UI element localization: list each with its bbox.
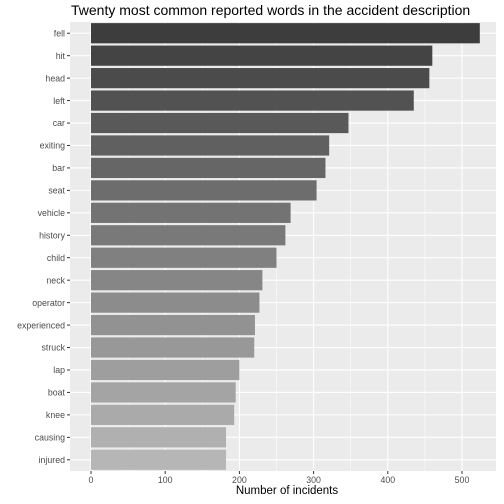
bar-hit xyxy=(91,45,433,66)
y-tick-label: fell xyxy=(54,28,65,38)
y-tick-label: seat xyxy=(48,186,65,196)
y-tick-label: operator xyxy=(32,298,65,308)
bar-exiting xyxy=(91,135,330,156)
bar-car xyxy=(91,112,349,134)
x-tick-label: 200 xyxy=(232,475,247,485)
bar-experienced xyxy=(91,314,255,336)
bar-history xyxy=(91,225,286,246)
y-tick-label: bar xyxy=(52,163,65,173)
bar-causing xyxy=(91,427,227,448)
bar-seat xyxy=(91,180,317,201)
bar-fell xyxy=(91,23,480,44)
y-tick-label: vehicle xyxy=(38,208,65,218)
bar-knee xyxy=(91,404,235,425)
y-tick-label: history xyxy=(39,230,66,240)
x-tick-label: 0 xyxy=(89,475,94,485)
bar-struck xyxy=(91,337,255,358)
y-tick-label: boat xyxy=(48,388,66,398)
y-tick-label: lap xyxy=(53,365,65,375)
bar-operator xyxy=(91,292,260,313)
y-tick-label: child xyxy=(47,253,65,263)
y-tick-label: causing xyxy=(35,433,65,443)
y-tick-label: hit xyxy=(56,51,66,61)
bar-lap xyxy=(91,359,240,381)
y-tick-label: head xyxy=(45,73,65,83)
bar-vehicle xyxy=(91,202,291,223)
bar-bar xyxy=(91,157,326,179)
plot-panel xyxy=(70,22,496,471)
y-tick-label: left xyxy=(53,96,65,106)
chart-title: Twenty most common reported words in the… xyxy=(71,2,471,18)
bar-injured xyxy=(91,449,227,470)
y-tick-label: struck xyxy=(42,343,66,353)
x-tick-label: 500 xyxy=(455,475,470,485)
x-tick-label: 400 xyxy=(380,475,395,485)
x-tick-label: 300 xyxy=(306,475,321,485)
bar-left xyxy=(91,90,414,111)
y-tick-label: experienced xyxy=(17,320,65,330)
y-tick-label: exiting xyxy=(40,141,66,151)
bar-child xyxy=(91,247,277,268)
bar-head xyxy=(91,68,430,89)
y-tick-label: knee xyxy=(46,410,65,420)
bar-neck xyxy=(91,270,263,291)
x-axis-label: Number of incidents xyxy=(235,485,339,497)
y-tick-label: car xyxy=(53,118,65,128)
bar-boat xyxy=(91,382,236,403)
x-tick-label: 100 xyxy=(158,475,173,485)
y-tick-label: neck xyxy=(46,275,65,285)
y-tick-label: injured xyxy=(39,455,66,465)
